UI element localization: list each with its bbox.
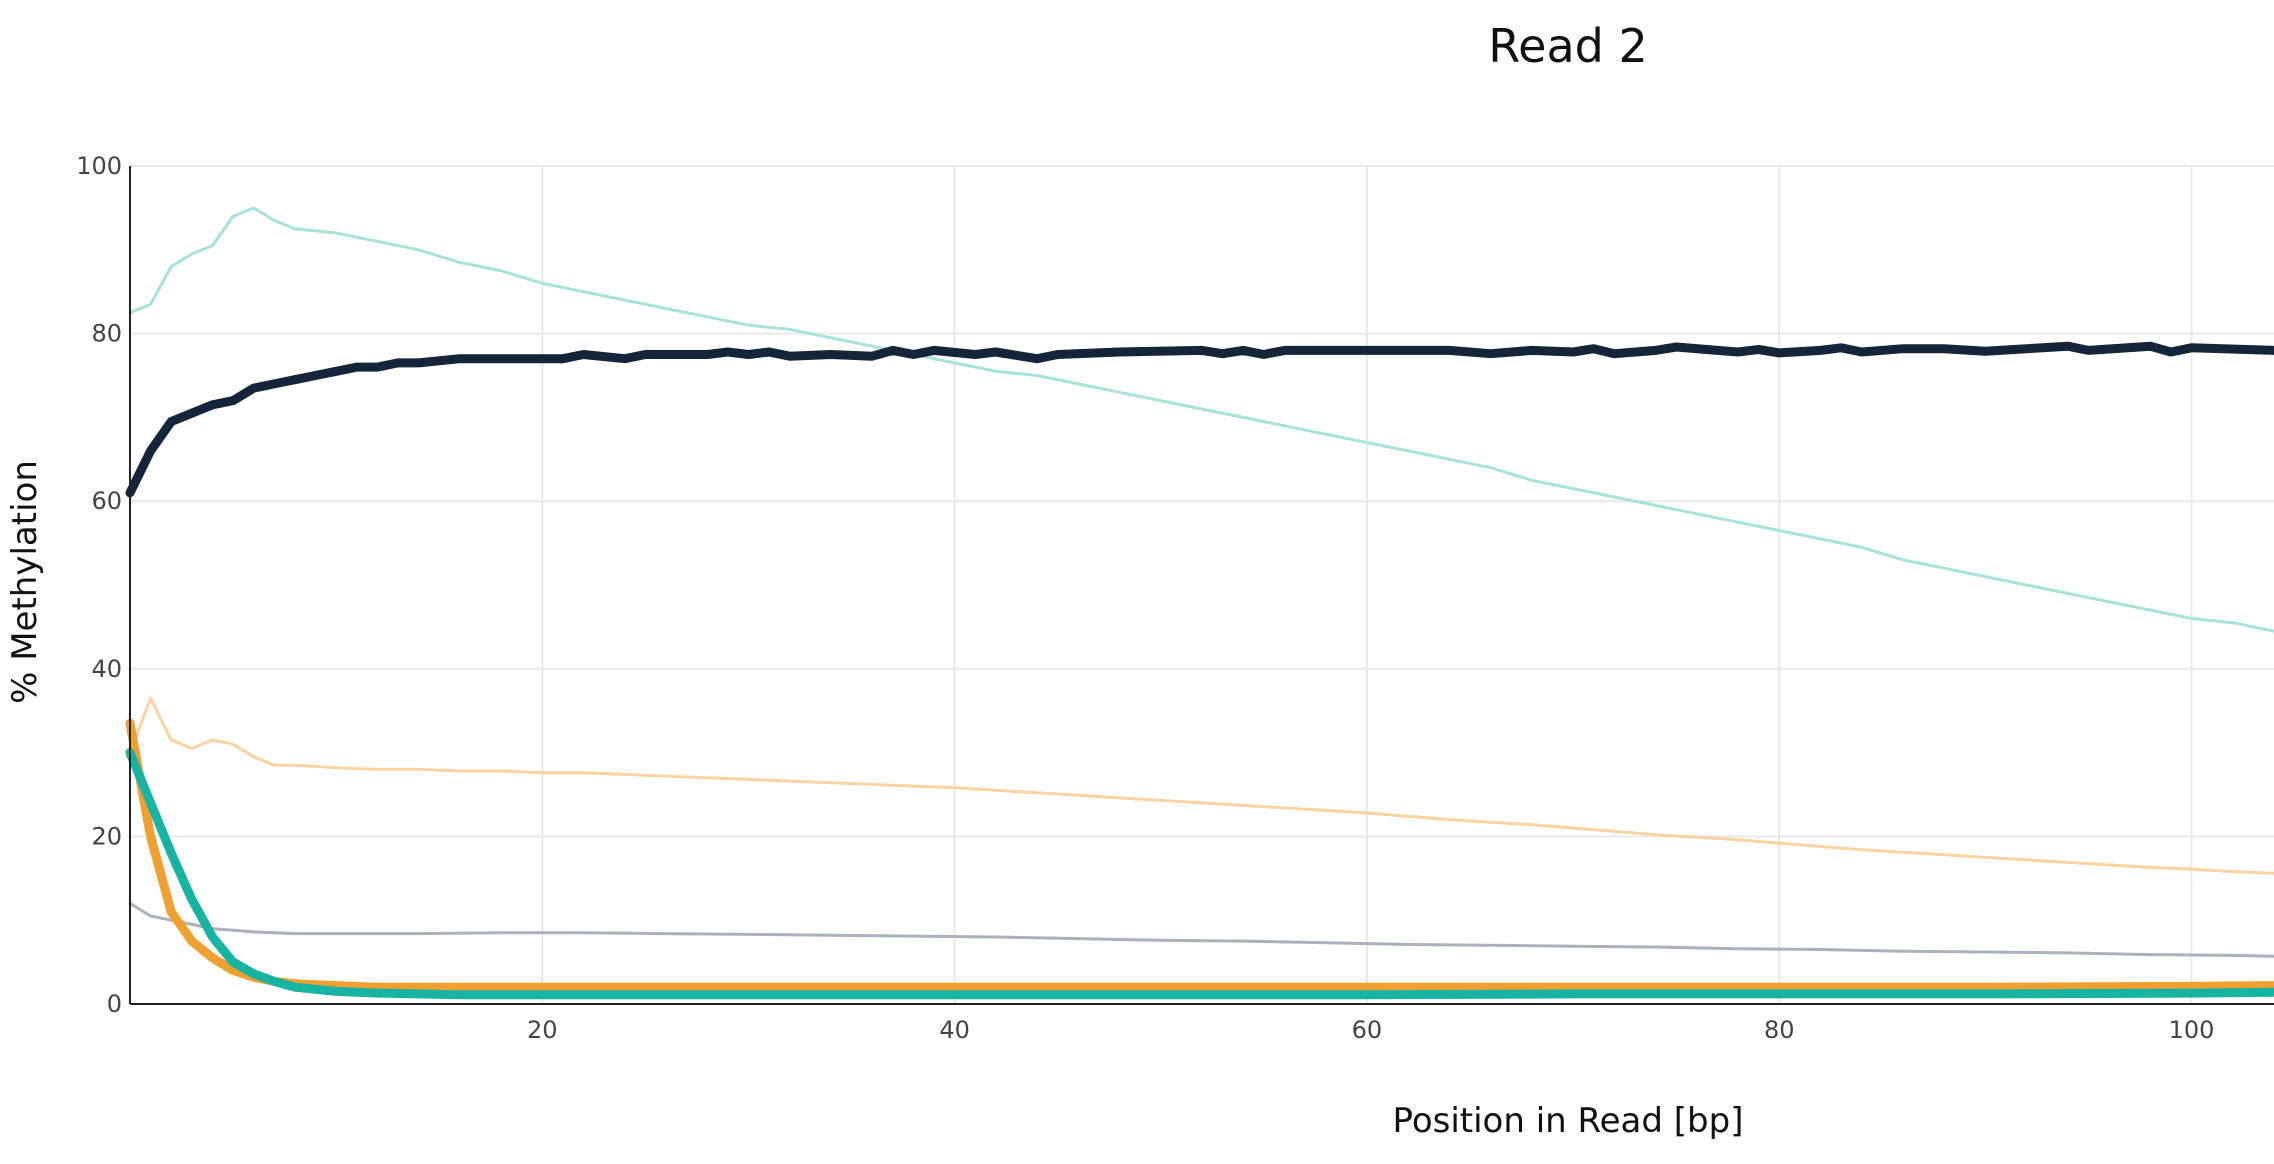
axes: 0 20 40 60 80 100 20 40 60 80 100 [76, 152, 2274, 1044]
series-line-6 [125, 341, 2274, 498]
grid-lines [130, 165, 2274, 1004]
x-tick-label: 20 [527, 1016, 558, 1044]
chart-title: Read 2 [1488, 19, 1647, 73]
series-line-2 [128, 696, 2274, 875]
x-tick-label: 60 [1352, 1016, 1383, 1044]
series-line-5 [125, 748, 2274, 1000]
y-tick-label: 100 [76, 152, 122, 180]
y-tick-label: 40 [91, 655, 122, 683]
y-tick-label: 60 [91, 487, 122, 515]
y-tick-label: 20 [91, 822, 122, 850]
x-tick-label: 80 [1764, 1016, 1795, 1044]
series-line-1 [128, 206, 2274, 633]
x-tick-label: 100 [2169, 1016, 2215, 1044]
series-line-3 [128, 901, 2274, 958]
x-axis-label: Position in Read [bp] [1393, 1101, 1744, 1141]
y-axis-label: % Methylation [5, 460, 45, 704]
series-line-4 [125, 718, 2274, 992]
x-tick-label: 40 [939, 1016, 970, 1044]
y-tick-label: 80 [91, 320, 122, 348]
series-lines [125, 206, 2274, 1000]
y-tick-label: 0 [107, 990, 122, 1018]
